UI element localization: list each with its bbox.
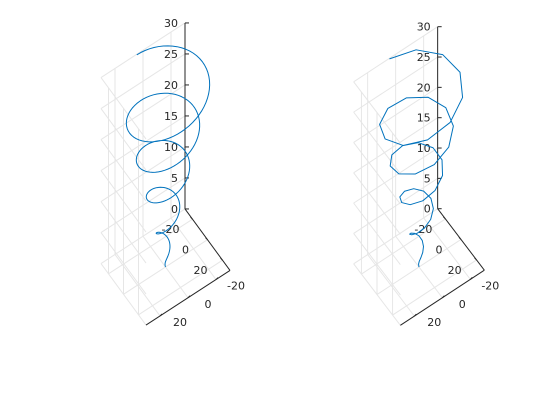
y-tick-label: 20 [427, 316, 441, 329]
x-tick [443, 217, 445, 219]
z-tick-label: 20 [417, 81, 431, 94]
z-tick-label: 20 [164, 79, 178, 92]
y-tick-label: 20 [173, 316, 187, 329]
x-tick [191, 217, 193, 219]
x-tick [221, 258, 223, 260]
y-tick [188, 296, 190, 298]
y-tick [414, 314, 416, 316]
z-tick-label: 25 [164, 48, 178, 61]
z-tick-label: 25 [417, 51, 431, 64]
z-tick-label: 0 [424, 203, 431, 216]
z-tick-label: 10 [417, 142, 431, 155]
x-tick-label: 20 [448, 264, 462, 277]
grid-line [115, 254, 160, 316]
y-tick [160, 314, 162, 316]
x-tick [459, 237, 461, 239]
y-tick [216, 278, 218, 280]
z-tick-label: 30 [417, 21, 431, 34]
z-tick-label: 5 [424, 172, 431, 185]
x-tick-label: -20 [414, 223, 432, 236]
z-tick-label: 15 [417, 112, 431, 125]
y-tick-label: -20 [227, 280, 245, 293]
y-tick-label: 0 [459, 298, 466, 311]
y-tick-label: -20 [481, 279, 499, 292]
z-tick-label: 5 [171, 172, 178, 185]
y-tick [470, 277, 472, 279]
z-tick-label: 30 [164, 17, 178, 30]
x-tick-label: 20 [194, 264, 208, 277]
z-tick-label: 15 [164, 110, 178, 123]
x-tick-label: 0 [182, 244, 189, 257]
y-tick-label: 0 [205, 298, 212, 311]
z-tick-label: 0 [171, 203, 178, 216]
x-tick [475, 258, 477, 260]
grid-line [368, 255, 415, 317]
x-tick [206, 238, 208, 240]
right-3d-axes: 0 5 10 15 20 25 30 -20 0 20 -20 0 20 [354, 21, 500, 329]
x-tick-label: 0 [436, 244, 443, 257]
y-tick [442, 296, 444, 298]
